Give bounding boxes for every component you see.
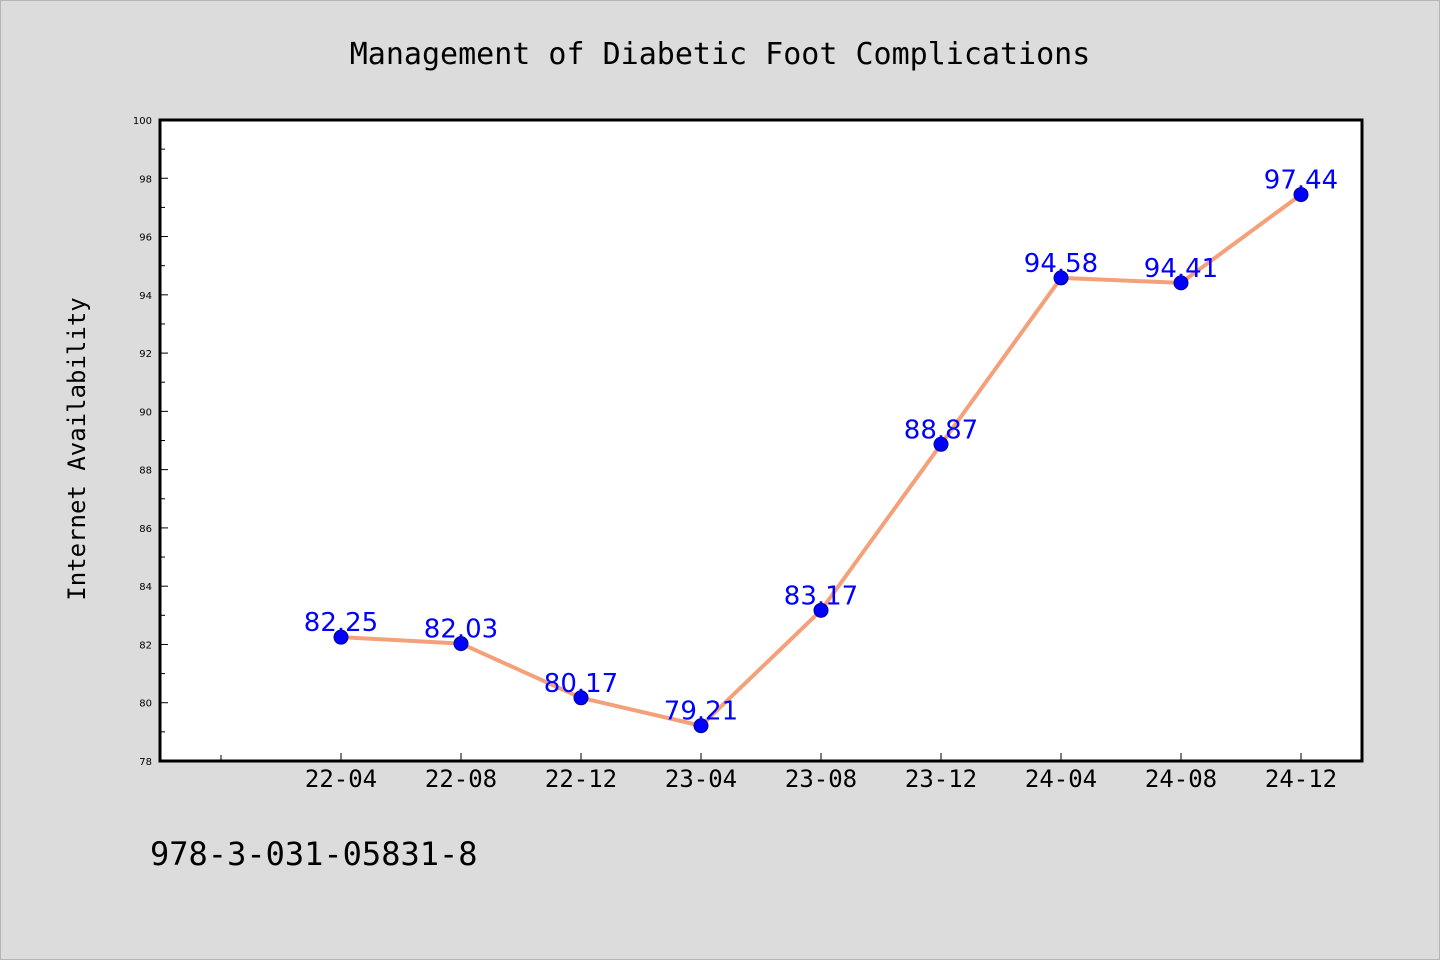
axis-ticks: 78 80 82 84 86 88 90 92 94 96 98 100 22-04 22-08 22-12… <box>133 116 1337 793</box>
y-tick-label: 98 <box>139 174 152 185</box>
data-series <box>333 187 1309 734</box>
x-tick-label: 23-12 <box>905 765 977 793</box>
chart-title: Management of Diabetic Foot Complication… <box>350 37 1091 72</box>
data-label: 88.87 <box>904 415 978 445</box>
y-axis-label: Internet Availability <box>63 297 91 600</box>
data-labels: 82.25 82.03 80.17 79.21 83.17 88.87 94.58 94.41… <box>304 166 1338 727</box>
data-point <box>1173 275 1189 291</box>
data-point <box>933 436 949 452</box>
y-tick-label: 80 <box>139 699 152 710</box>
y-tick-label: 100 <box>133 116 152 127</box>
x-tick-label: 22-04 <box>305 765 377 793</box>
data-label: 97.44 <box>1264 166 1338 196</box>
y-tick-label: 96 <box>139 233 152 244</box>
data-label: 80.17 <box>544 669 618 699</box>
y-tick-label: 92 <box>139 349 152 360</box>
data-label: 82.03 <box>424 615 498 645</box>
data-label: 94.41 <box>1144 254 1218 284</box>
data-label: 94.58 <box>1024 249 1098 279</box>
y-tick-label: 84 <box>139 582 152 593</box>
x-tick-label: 23-04 <box>665 765 737 793</box>
data-point <box>1053 270 1069 286</box>
data-point <box>693 718 709 734</box>
data-point <box>333 629 349 645</box>
data-label: 83.17 <box>784 581 858 611</box>
data-point <box>573 690 589 706</box>
data-label: 79.21 <box>664 697 738 727</box>
footnote-id: 978-3-031-05831-8 <box>150 835 478 873</box>
y-tick-label: 90 <box>139 407 152 418</box>
data-point <box>1293 187 1309 203</box>
x-tick-label: 24-08 <box>1145 765 1217 793</box>
x-tick-label: 23-08 <box>785 765 857 793</box>
y-tick-label: 78 <box>139 757 152 768</box>
y-tick-label: 94 <box>139 291 152 302</box>
data-point <box>813 602 829 618</box>
x-tick-label: 24-04 <box>1025 765 1097 793</box>
x-tick-label: 24-12 <box>1265 765 1337 793</box>
y-tick-label: 82 <box>139 640 152 651</box>
data-label: 82.25 <box>304 608 378 638</box>
y-tick-label: 86 <box>139 524 152 535</box>
y-tick-label: 88 <box>139 466 152 477</box>
data-point <box>453 636 469 652</box>
x-tick-label: 22-08 <box>425 765 497 793</box>
plot-area <box>158 118 1364 763</box>
x-tick-label: 22-12 <box>545 765 617 793</box>
